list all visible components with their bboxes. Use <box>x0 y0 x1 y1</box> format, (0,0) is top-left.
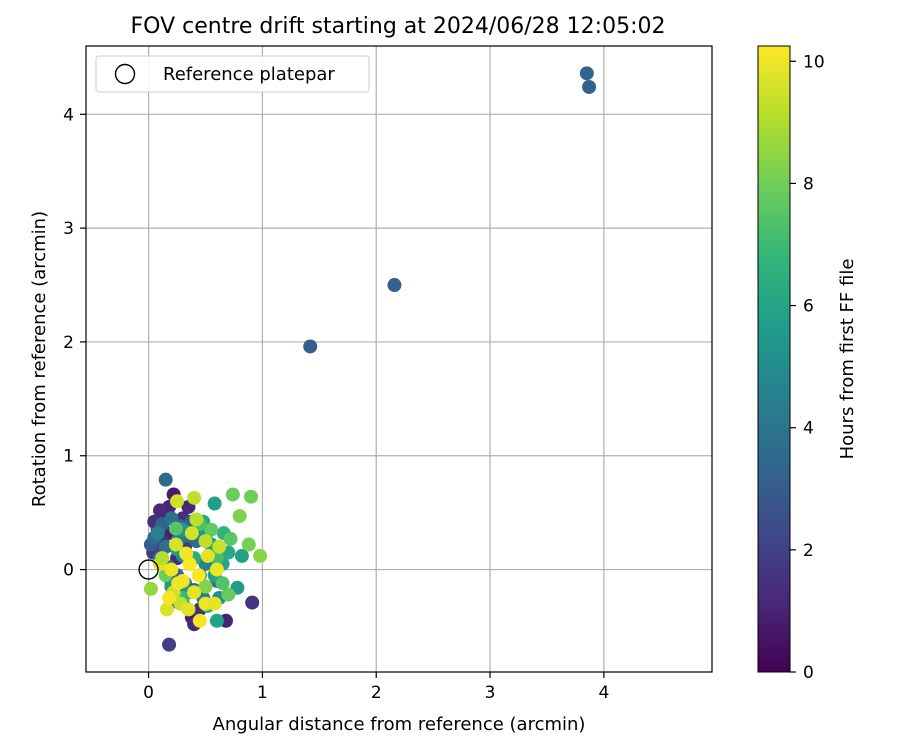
colorbar-gradient <box>758 46 790 672</box>
data-point <box>187 585 202 600</box>
x-tick-label: 4 <box>598 683 609 703</box>
data-point <box>223 531 238 546</box>
colorbar-tick-label: 10 <box>803 52 825 72</box>
colorbar-ticks: 0 2 4 6 8 10 <box>790 52 825 683</box>
data-point <box>191 568 206 583</box>
data-point <box>225 487 240 502</box>
data-point <box>198 579 213 594</box>
colorbar-tick-label: 0 <box>803 663 814 683</box>
data-point <box>241 537 256 552</box>
data-point <box>253 548 268 563</box>
colorbar-tick-label: 2 <box>803 541 814 561</box>
data-point <box>143 581 158 596</box>
legend-entry-reference-platepar: Reference platepar <box>163 64 335 85</box>
colorbar-label: Hours from first FF file <box>837 259 858 460</box>
data-point <box>209 613 224 628</box>
reference-platepar-marker <box>138 559 159 580</box>
y-tick-label: 4 <box>63 105 74 125</box>
y-axis-label: Rotation from reference (arcmin) <box>29 211 50 507</box>
data-points <box>143 66 597 652</box>
data-point <box>184 526 199 541</box>
y-tick-label: 1 <box>63 447 74 467</box>
data-point <box>207 496 222 511</box>
data-point <box>303 339 318 354</box>
y-axis-ticks: 0 1 2 3 4 <box>63 105 86 581</box>
data-point <box>234 548 249 563</box>
legend: Reference platepar <box>95 55 370 93</box>
x-tick-label: 3 <box>485 683 496 703</box>
colorbar-frame <box>757 45 791 673</box>
data-point <box>158 472 173 487</box>
data-point <box>164 562 179 577</box>
data-point <box>171 576 186 591</box>
data-point <box>215 576 230 591</box>
legend-box <box>95 55 370 93</box>
data-point <box>387 278 402 293</box>
data-point <box>150 526 165 541</box>
data-point <box>200 548 215 563</box>
data-point <box>244 489 259 504</box>
data-point <box>245 595 260 610</box>
colorbar-tick-label: 6 <box>803 297 814 317</box>
plot-area: 0 1 2 3 4 0 1 2 3 4 <box>63 45 713 703</box>
data-point <box>221 587 236 602</box>
colorbar: 0 2 4 6 8 10 Hours from first FF file <box>757 45 858 683</box>
data-point <box>204 522 219 537</box>
data-point <box>181 602 196 617</box>
data-point <box>198 534 213 549</box>
data-point <box>207 596 222 611</box>
data-point <box>179 546 194 561</box>
data-point <box>232 509 247 524</box>
x-tick-label: 1 <box>257 683 268 703</box>
data-point <box>159 602 174 617</box>
colorbar-tick-label: 8 <box>803 174 814 194</box>
data-point <box>209 562 224 577</box>
y-tick-label: 2 <box>63 333 74 353</box>
data-point <box>582 79 597 94</box>
data-point <box>170 494 185 509</box>
x-axis-ticks: 0 1 2 3 4 <box>143 672 609 703</box>
y-tick-label: 0 <box>63 561 74 581</box>
data-point <box>168 521 183 536</box>
data-point <box>212 539 227 554</box>
y-tick-label: 3 <box>63 219 74 239</box>
data-point <box>192 613 207 628</box>
chart-title: FOV centre drift starting at 2024/06/28 … <box>131 14 666 39</box>
x-tick-label: 0 <box>143 683 154 703</box>
x-axis-label: Angular distance from reference (arcmin) <box>213 714 586 735</box>
data-point <box>168 537 183 552</box>
data-point <box>162 637 177 652</box>
data-point <box>162 591 177 606</box>
legend-marker-open-circle <box>114 63 136 85</box>
data-point <box>155 551 170 566</box>
data-point <box>189 512 204 527</box>
data-point <box>152 503 167 518</box>
x-tick-label: 2 <box>371 683 382 703</box>
plot-frame <box>85 45 713 673</box>
colorbar-tick-label: 4 <box>803 419 814 439</box>
data-point <box>187 490 202 505</box>
gridlines <box>86 46 712 672</box>
data-point <box>579 66 594 81</box>
